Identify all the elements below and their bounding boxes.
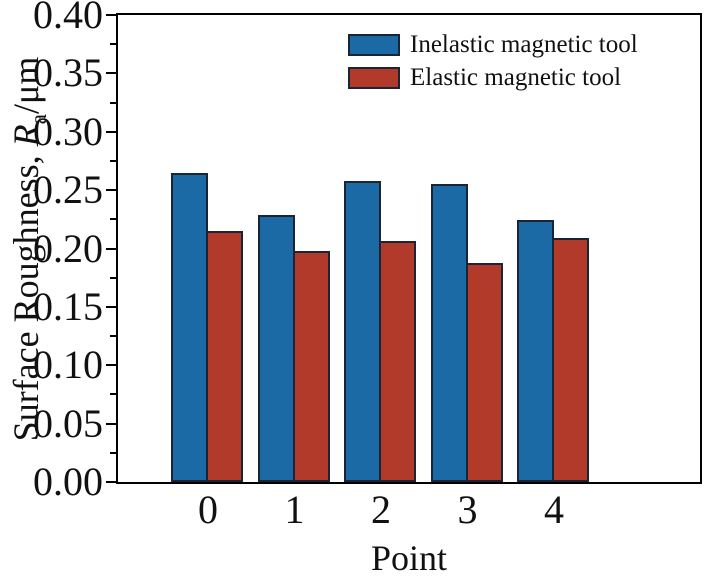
bar-inelastic-4 [517,220,554,482]
legend-swatch-elastic-icon [348,67,400,89]
bar-elastic-3 [465,263,503,482]
y-minor-tick [110,393,116,396]
y-major-tick [106,481,116,483]
x-tick-label: 3 [457,487,478,532]
legend-label-inelastic: Inelastic magnetic tool [410,31,638,58]
bar-inelastic-3 [430,184,468,482]
y-tick-label: 0.25 [33,167,103,213]
y-major-tick [106,14,116,16]
y-tick-label: 0.10 [33,342,103,388]
y-tick-label: 0.05 [33,400,103,446]
bar-inelastic-0 [171,173,208,482]
y-tick-label: 0.20 [33,225,103,271]
x-axis-title: Point [370,538,448,578]
y-minor-tick [110,335,116,338]
bar-elastic-0 [206,231,243,482]
legend-row-inelastic: Inelastic magnetic tool [348,31,638,58]
y-minor-tick [110,451,116,454]
y-major-tick [106,130,116,133]
y-tick-label: 0.00 [33,459,103,504]
bar-elastic-4 [552,238,589,482]
y-tick-label: 0.40 [33,0,103,37]
x-tick-label: 0 [198,487,218,532]
x-tick-label: 2 [371,487,391,532]
x-tick-label: 4 [544,487,564,532]
y-major-tick [106,364,116,367]
y-minor-tick [110,101,116,104]
y-minor-tick [110,159,116,162]
legend-row-elastic: Elastic magnetic tool [348,64,638,91]
legend-label-elastic: Elastic magnetic tool [410,64,622,91]
y-major-tick [106,189,116,192]
y-minor-tick [110,218,116,221]
y-major-tick [106,422,116,425]
y-major-tick [106,72,116,75]
bar-inelastic-1 [257,215,295,482]
y-major-tick [106,305,116,308]
y-tick-label: 0.35 [33,50,103,96]
bar-elastic-1 [292,251,330,482]
x-tick-label: 1 [284,487,305,532]
y-tick-label: 0.15 [33,283,103,329]
legend-swatch-inelastic-icon [348,34,400,56]
y-tick-label: 0.30 [33,108,103,154]
bar-inelastic-2 [344,181,381,482]
y-minor-tick [110,43,116,46]
y-minor-tick [110,276,116,279]
legend: Inelastic magnetic tool Elastic magnetic… [348,31,638,100]
y-major-tick [106,247,116,250]
bar-elastic-2 [379,241,416,482]
